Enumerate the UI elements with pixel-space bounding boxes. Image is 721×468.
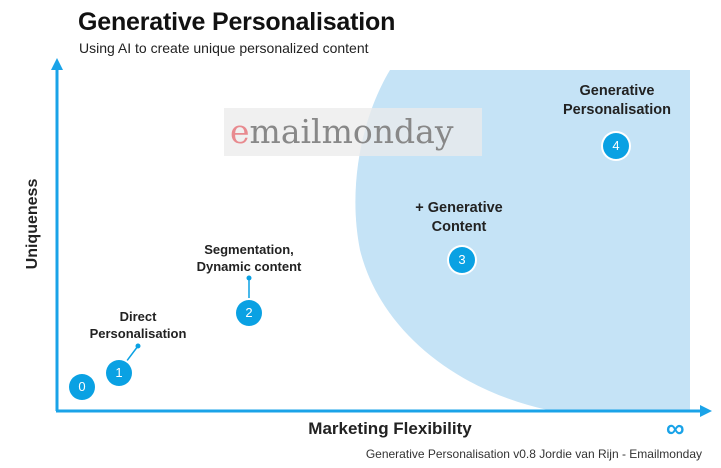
stage-1-badge: 1 <box>106 360 132 386</box>
emailmonday-watermark: emailmonday <box>224 108 482 156</box>
page-subtitle: Using AI to create unique personalized c… <box>79 40 369 56</box>
stage-3-label-line1: + Generative <box>415 200 503 216</box>
stage-4-badge: 4 <box>603 133 629 159</box>
watermark-e: e <box>230 112 250 151</box>
y-axis-arrow <box>51 58 63 70</box>
stage-2-leader-dot <box>246 275 252 281</box>
stage-3-label: + Generative Content <box>415 199 502 237</box>
page-title: Generative Personalisation <box>78 8 396 36</box>
stage-3-label-line2: Content <box>431 219 487 235</box>
infinity-symbol: ∞ <box>666 413 685 443</box>
stage-1-label: Direct Personalisation <box>90 308 187 342</box>
stage-4-label-line2: Personalisation <box>563 102 671 118</box>
stage-1-label-line2: Personalisation <box>89 326 187 341</box>
x-axis-label: Marketing Flexibility <box>308 419 472 438</box>
watermark-rest: mailmonday <box>249 112 454 151</box>
stage-2-label-line2: Dynamic content <box>196 259 302 274</box>
x-axis-arrow <box>700 405 712 417</box>
y-axis-label: Uniqueness <box>24 178 41 270</box>
stage-1-label-line1: Direct <box>119 309 157 324</box>
stage-2-label-line1: Segmentation, <box>204 242 294 257</box>
stage-0-badge: 0 <box>69 374 95 400</box>
stage-4-label: Generative Personalisation <box>563 82 671 120</box>
footer-credit: Generative Personalisation v0.8 Jordie v… <box>365 447 702 461</box>
stage-2-badge: 2 <box>236 300 262 326</box>
stage-3-badge: 3 <box>449 247 475 273</box>
stage-4-label-line1: Generative <box>579 83 655 99</box>
stage-1-leader-dot <box>135 343 141 349</box>
stage-2-label: Segmentation, Dynamic content <box>197 241 302 275</box>
